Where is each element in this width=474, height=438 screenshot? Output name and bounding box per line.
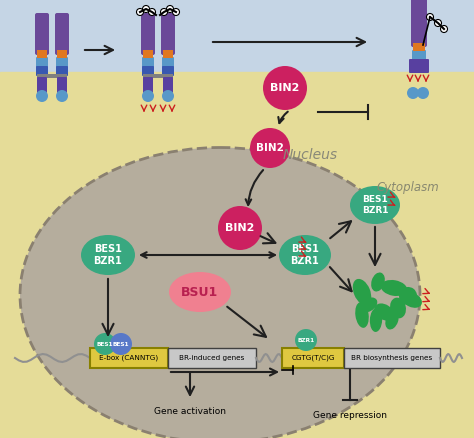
Circle shape (417, 87, 429, 99)
Text: CGTG(T/C)G: CGTG(T/C)G (291, 355, 335, 361)
Bar (344, 348, 440, 368)
FancyBboxPatch shape (162, 66, 174, 76)
Circle shape (166, 6, 173, 13)
Text: Gene activation: Gene activation (154, 407, 226, 417)
Text: BZR1: BZR1 (297, 338, 315, 343)
FancyBboxPatch shape (409, 59, 421, 73)
FancyBboxPatch shape (162, 57, 174, 69)
Text: BSU1: BSU1 (182, 286, 219, 299)
Bar (143, 74, 173, 78)
Ellipse shape (402, 292, 422, 308)
Ellipse shape (359, 297, 377, 313)
Circle shape (435, 20, 441, 27)
Text: BES1
BZR1: BES1 BZR1 (291, 244, 319, 266)
Ellipse shape (355, 302, 369, 328)
Circle shape (263, 66, 307, 110)
Circle shape (161, 8, 167, 15)
Ellipse shape (390, 298, 406, 318)
Text: Nucleus: Nucleus (283, 148, 337, 162)
Text: BES1: BES1 (113, 342, 129, 346)
Circle shape (143, 6, 149, 13)
Circle shape (36, 90, 48, 102)
FancyBboxPatch shape (37, 77, 47, 93)
Circle shape (173, 8, 180, 15)
Text: BES1: BES1 (97, 342, 113, 346)
Text: BES1
BZR1: BES1 BZR1 (362, 195, 388, 215)
Circle shape (110, 333, 132, 355)
Bar (413, 43, 425, 51)
Ellipse shape (374, 304, 394, 321)
Circle shape (440, 25, 447, 32)
Ellipse shape (353, 279, 371, 305)
FancyBboxPatch shape (36, 66, 48, 76)
FancyBboxPatch shape (56, 66, 68, 76)
Circle shape (250, 128, 290, 168)
Circle shape (162, 90, 174, 102)
Text: Cytoplasm: Cytoplasm (377, 181, 439, 194)
Ellipse shape (350, 186, 400, 224)
Text: BIN2: BIN2 (225, 223, 255, 233)
Circle shape (295, 329, 317, 351)
Bar (168, 348, 256, 368)
Circle shape (142, 90, 154, 102)
Bar (163, 50, 173, 58)
Bar (0, 72, 474, 438)
Bar (282, 348, 344, 368)
Circle shape (56, 90, 68, 102)
FancyBboxPatch shape (143, 77, 153, 93)
Ellipse shape (81, 235, 135, 275)
Circle shape (94, 333, 116, 355)
Ellipse shape (381, 280, 407, 296)
Ellipse shape (371, 272, 385, 292)
FancyBboxPatch shape (142, 66, 154, 76)
Circle shape (407, 87, 419, 99)
Circle shape (218, 206, 262, 250)
Text: BES1
BZR1: BES1 BZR1 (94, 244, 122, 266)
Text: BR-induced genes: BR-induced genes (179, 355, 245, 361)
Ellipse shape (20, 148, 420, 438)
FancyBboxPatch shape (412, 50, 426, 62)
Ellipse shape (279, 235, 331, 275)
FancyBboxPatch shape (142, 57, 154, 69)
Text: BIN2: BIN2 (270, 83, 300, 93)
FancyBboxPatch shape (56, 57, 68, 69)
Ellipse shape (399, 287, 417, 305)
Circle shape (427, 14, 434, 21)
FancyBboxPatch shape (36, 57, 48, 69)
Text: Gene repression: Gene repression (313, 410, 387, 420)
Text: BIN2: BIN2 (256, 143, 284, 153)
Circle shape (148, 8, 155, 15)
Bar (143, 50, 153, 58)
Ellipse shape (169, 272, 231, 312)
FancyBboxPatch shape (163, 77, 173, 93)
Bar (37, 74, 67, 78)
FancyBboxPatch shape (411, 0, 427, 47)
Bar (37, 50, 47, 58)
Ellipse shape (385, 311, 399, 329)
FancyBboxPatch shape (55, 13, 69, 55)
FancyBboxPatch shape (417, 59, 429, 73)
Bar (90, 348, 168, 368)
Text: E-box (CANNTG): E-box (CANNTG) (100, 355, 159, 361)
Bar (57, 50, 67, 58)
FancyBboxPatch shape (141, 13, 155, 55)
Circle shape (137, 8, 144, 15)
Text: BR biosynthesis genes: BR biosynthesis genes (351, 355, 433, 361)
FancyBboxPatch shape (57, 77, 67, 93)
FancyBboxPatch shape (35, 13, 49, 55)
FancyBboxPatch shape (161, 13, 175, 55)
Ellipse shape (370, 308, 382, 332)
